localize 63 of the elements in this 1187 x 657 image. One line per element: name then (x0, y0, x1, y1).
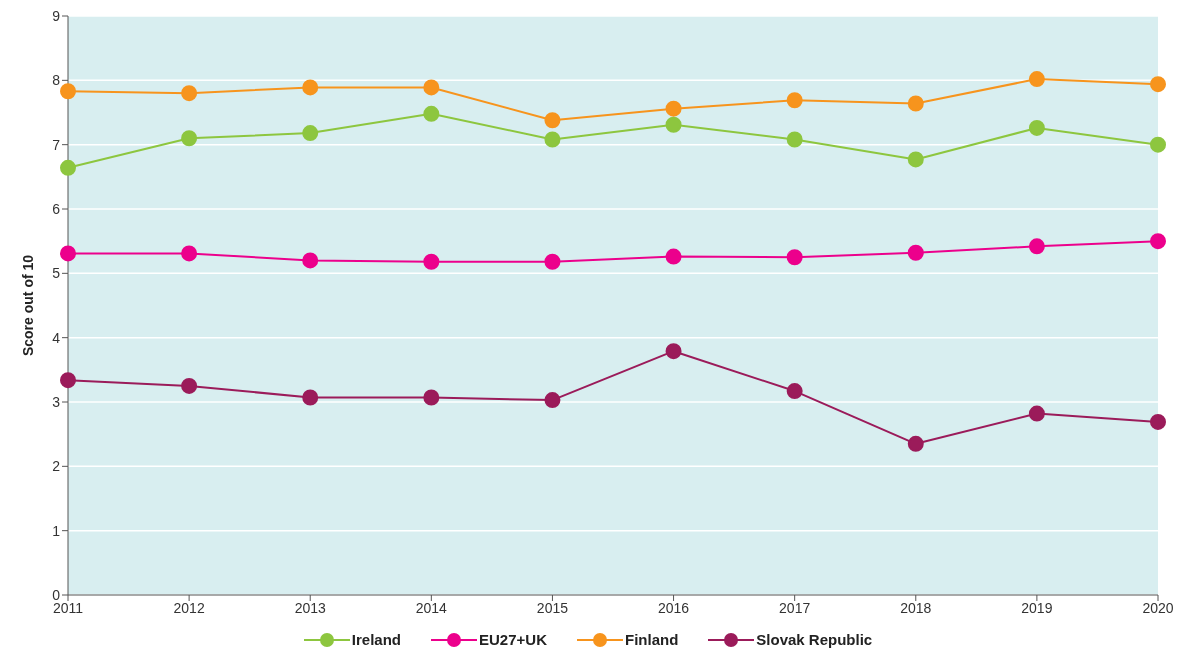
point (302, 252, 319, 269)
point (60, 372, 76, 389)
point (665, 100, 682, 117)
x-tick-label: 2019 (1021, 599, 1053, 616)
legend-label: Finland (623, 631, 679, 648)
point (786, 249, 803, 266)
point (544, 392, 561, 409)
y-tick-label: 2 (52, 458, 61, 475)
point (665, 343, 682, 360)
y-tick-label: 1 (52, 522, 61, 539)
point (1150, 136, 1166, 153)
y-tick-label: 8 (52, 72, 61, 89)
point (60, 159, 76, 176)
point (1028, 405, 1045, 422)
point (302, 125, 319, 142)
point (1028, 71, 1045, 88)
legend-label: Ireland (350, 631, 402, 648)
x-tick-label: 2012 (173, 599, 205, 616)
point (907, 244, 924, 261)
point (1028, 119, 1045, 136)
point (181, 85, 198, 102)
point (665, 248, 682, 265)
point (181, 377, 198, 394)
y-tick-label: 4 (52, 329, 61, 346)
point (665, 116, 682, 133)
point (423, 389, 440, 406)
point (786, 131, 803, 148)
point (302, 79, 319, 96)
x-tick-label: 2013 (294, 599, 326, 616)
point (786, 92, 803, 109)
point (786, 383, 803, 400)
point (907, 95, 924, 112)
point (181, 130, 198, 147)
point (60, 245, 76, 262)
x-tick-label: 2018 (900, 599, 932, 616)
y-tick-label: 5 (52, 265, 61, 282)
y-axis-title: Score out of 10 (19, 254, 36, 357)
point (423, 105, 440, 122)
point (60, 83, 76, 100)
y-tick-label: 3 (52, 393, 61, 410)
x-tick-label: 2014 (415, 599, 448, 616)
point (1150, 76, 1166, 93)
point (544, 112, 561, 129)
point (423, 253, 440, 270)
point (1028, 238, 1045, 255)
point (181, 245, 198, 262)
point (1150, 233, 1166, 250)
legend-label: EU27+UK (478, 631, 547, 648)
point (907, 435, 924, 452)
point (544, 131, 561, 148)
point (544, 253, 561, 270)
point (1150, 413, 1166, 430)
x-tick-label: 2017 (779, 599, 811, 616)
y-tick-label: 9 (52, 7, 61, 24)
x-tick-label: 2015 (536, 599, 569, 616)
x-tick-label: 2020 (1142, 599, 1174, 616)
point (423, 79, 440, 96)
legend-label: Slovak Republic (755, 631, 873, 648)
y-tick-label: 7 (52, 136, 61, 153)
x-tick-label: 2016 (657, 599, 690, 616)
y-tick-label: 6 (52, 200, 61, 217)
point (907, 151, 924, 168)
point (302, 389, 319, 406)
